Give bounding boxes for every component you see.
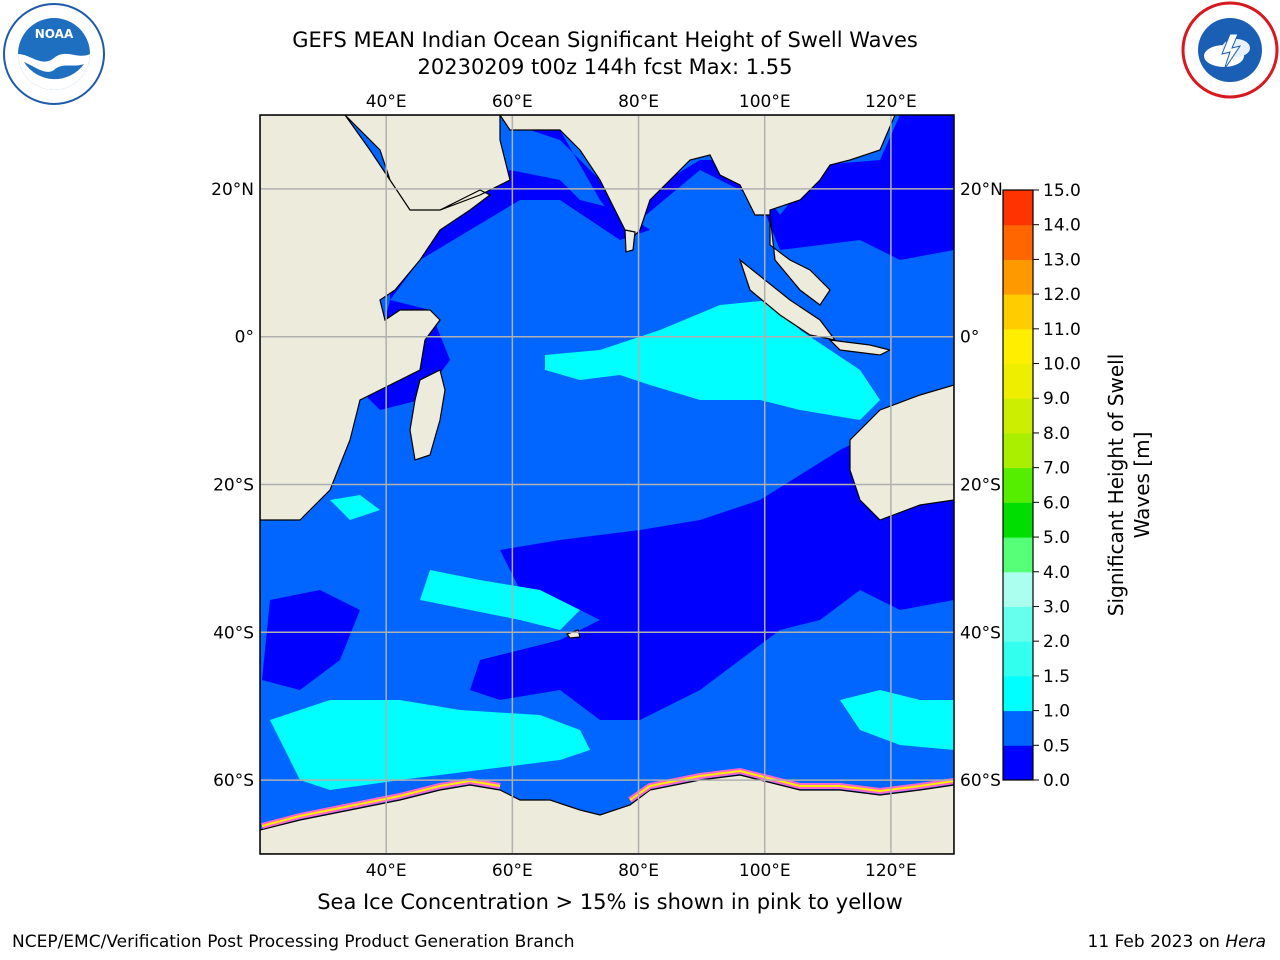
colorbar-swatch: [1003, 432, 1033, 469]
colorbar: 0.0 0.5 1.0 1.5 2.0 3.0 4.0 5.0 6.0 7.0 8.0 9.0 10.0…: [1002, 181, 1081, 791]
java-land: [828, 339, 892, 356]
footer-date: 11 Feb 2023 on Hera: [1088, 932, 1266, 952]
colorbar-swatch: [1003, 571, 1033, 607]
colorbar-swatch: [1003, 641, 1033, 677]
sea-ice-edge-core: [261, 769, 954, 827]
lon-label-top: 60°E: [492, 92, 533, 112]
colorbar-tick-label: 0.5: [1043, 736, 1070, 756]
lon-label-bottom: 60°E: [492, 861, 533, 881]
lon-label-top: 40°E: [366, 92, 407, 112]
colorbar-tick-label: 2.0: [1043, 632, 1070, 652]
colorbar-swatch: [1003, 606, 1033, 642]
land: [260, 115, 954, 854]
colorbar-tick-label: 8.0: [1043, 424, 1070, 444]
lat-label-left: 20°N: [211, 180, 254, 200]
map-frame: [259, 114, 955, 855]
colorbar-tick-label: 15.0: [1043, 181, 1081, 201]
lat-label-left: 20°S: [213, 476, 254, 496]
colorbar-swatch: [1003, 259, 1033, 295]
moderate-swell-southern-ocean-west: [270, 700, 590, 790]
colorbar-tick-label: 0.0: [1043, 771, 1070, 791]
lat-label-right: 20°S: [960, 476, 1001, 496]
colorbar-swatch: [1003, 502, 1033, 538]
colorbar-tick-label: 6.0: [1043, 493, 1070, 513]
lat-label-right: 60°S: [960, 771, 1001, 791]
colorbar-swatch: [1003, 294, 1033, 330]
low-swell-southwest: [262, 590, 360, 690]
colorbar-swatch: [1003, 675, 1033, 712]
colorbar-swatch: [1003, 224, 1033, 260]
moderate-swell-equatorial: [545, 300, 880, 420]
south-asia-land: [499, 115, 896, 306]
sumatra-land: [738, 258, 837, 341]
colorbar-tick-label: 1.5: [1043, 667, 1070, 687]
lon-label-top: 80°E: [618, 92, 659, 112]
colorbar-tick-label: 14.0: [1043, 216, 1081, 236]
lon-label-bottom: 120°E: [865, 861, 917, 881]
map-axis-labels: 40°E 40°E 60°E 60°E 80°E 80°E 100°E 100°E 120°E 1…: [211, 92, 1003, 881]
moderate-swell-southern-ocean-east: [840, 690, 954, 750]
colorbar-swatch: [1003, 710, 1033, 746]
colorbar-swatch: [1003, 363, 1033, 399]
colorbar-frame: [1002, 189, 1034, 781]
map-gridlines: [260, 115, 954, 854]
colorbar-tick-label: 11.0: [1043, 320, 1081, 340]
colorbar-swatch: [1003, 328, 1033, 365]
footer-date-text: 11 Feb 2023 on: [1087, 932, 1226, 952]
lat-label-left: 40°S: [213, 623, 254, 643]
madagascar-land: [409, 369, 446, 461]
map-subtitle: 20230209 t00z 144h fcst Max: 1.55: [417, 55, 793, 79]
colorbar-tick-label: 9.0: [1043, 389, 1070, 409]
lat-label-left: 0°: [235, 328, 254, 348]
colorbar-label-line1: Significant Height of Swell: [1104, 354, 1128, 616]
map-field: [260, 115, 954, 854]
noaa-logo-text: NOAA: [35, 27, 74, 41]
moderate-swell-south-central: [420, 570, 580, 630]
sea-ice-note: Sea Ice Concentration > 15% is shown in …: [317, 890, 903, 914]
colorbar-tick-label: 5.0: [1043, 528, 1070, 548]
lat-label-right: 0°: [960, 328, 979, 348]
footer-host: Hera: [1225, 932, 1266, 952]
colorbar-swatch: [1003, 537, 1033, 573]
colorbar-tick-label: 1.0: [1043, 702, 1070, 722]
noaa-logo-icon: NOAA: [3, 3, 105, 105]
lon-label-bottom: 100°E: [739, 861, 791, 881]
lon-label-top: 120°E: [865, 92, 917, 112]
colorbar-swatch: [1003, 190, 1033, 226]
footer-credit: NCEP/EMC/Verification Post Processing Pr…: [12, 932, 575, 952]
moderate-swell-patch: [330, 495, 380, 520]
colorbar-tick-label: 4.0: [1043, 563, 1070, 583]
map-title: GEFS MEAN Indian Ocean Significant Heigh…: [292, 28, 918, 52]
colorbar-label-line2: Waves [m]: [1130, 432, 1154, 539]
colorbar-tick-label: 13.0: [1043, 250, 1081, 270]
lat-label-left: 60°S: [213, 771, 254, 791]
national-weather-service-logo-icon: [1181, 1, 1279, 99]
colorbar-tick-label: 12.0: [1043, 285, 1081, 305]
africa-arabia-land: [260, 115, 511, 521]
colorbar-swatch: [1003, 467, 1033, 503]
lat-label-right: 20°N: [960, 180, 1003, 200]
colorbar-tick-label: 3.0: [1043, 597, 1070, 617]
lat-label-right: 40°S: [960, 623, 1001, 643]
colorbar-swatch: [1003, 398, 1033, 434]
colorbar-tick-label: 7.0: [1043, 459, 1070, 479]
colorbar-swatch: [1003, 745, 1033, 781]
colorbar-tick-label: 10.0: [1043, 355, 1081, 375]
low-swell-central: [470, 420, 954, 720]
lon-label-bottom: 40°E: [366, 861, 407, 881]
lon-label-top: 100°E: [739, 92, 791, 112]
low-swell-north: [500, 115, 954, 260]
antarctica-land: [260, 774, 954, 854]
sri-lanka-land: [624, 229, 636, 253]
lon-label-bottom: 80°E: [618, 861, 659, 881]
